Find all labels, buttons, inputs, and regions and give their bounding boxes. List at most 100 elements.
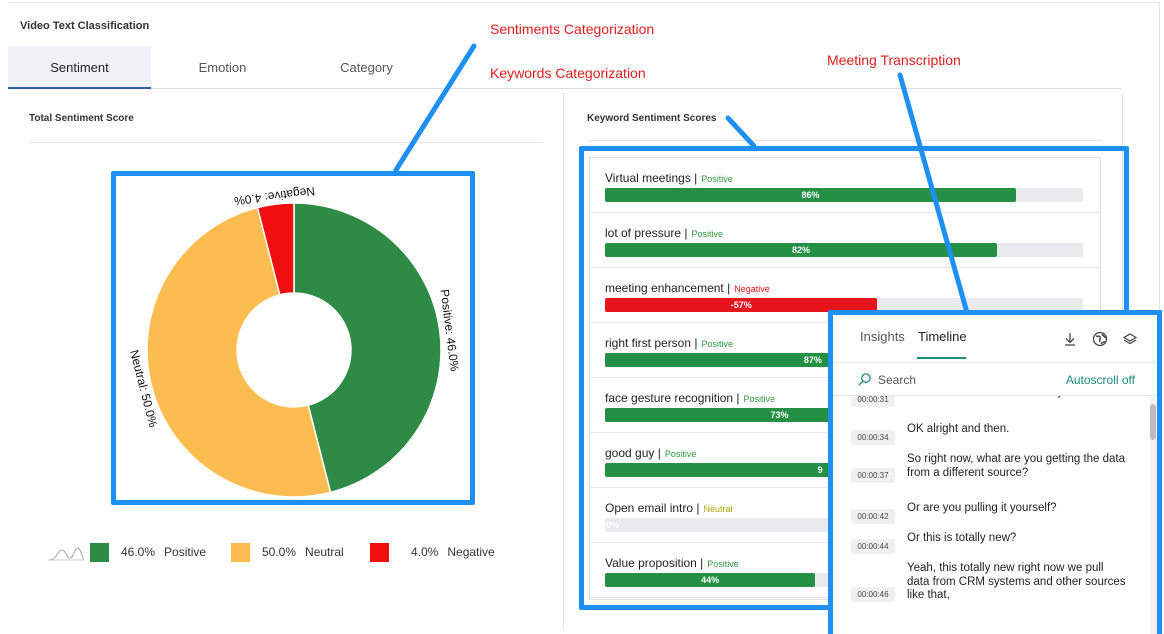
legend-label-negative: Negative (447, 545, 495, 559)
tab-timeline[interactable]: Timeline (918, 329, 967, 344)
right-divider (587, 140, 1102, 141)
scrollbar-thumb[interactable] (1150, 404, 1156, 440)
transcript-text: So right now, what are you getting the d… (907, 453, 1126, 479)
search-placeholder: Search (878, 372, 917, 387)
keyword-score-bar (605, 298, 878, 312)
keyword-name: good guy (605, 446, 655, 460)
transcript-scrollbar[interactable] (1150, 396, 1156, 634)
keyword-score-label: 82% (791, 245, 810, 255)
legend-label-positive: Positive (164, 545, 207, 559)
keyword-score-label: 86% (801, 190, 820, 200)
tab-sentiment[interactable]: Sentiment (8, 46, 151, 89)
tab-emotion[interactable]: Emotion (198, 60, 247, 75)
keyword-sentiment: Neutral (703, 504, 733, 514)
timestamp-badge[interactable]: 00:00:42 (851, 509, 895, 524)
autoscroll-toggle[interactable]: Autoscroll off (1065, 373, 1135, 387)
tab-insights[interactable]: Insights (860, 329, 905, 344)
keyword-name: Value proposition (605, 556, 697, 570)
donut-slice-positive[interactable] (293, 202, 442, 494)
transcript-text: Or this is totally new? (907, 532, 1017, 544)
legend-swatch-positive (90, 542, 109, 562)
donut-slice-negative[interactable] (256, 202, 295, 296)
keyword-name: right first person (605, 336, 692, 350)
transcript-text: OK alright and then. (907, 423, 1010, 435)
globe-icon[interactable] (1092, 331, 1108, 347)
keyword-score-label: 44% (701, 575, 720, 585)
keyword-separator: | (693, 501, 700, 515)
legend-pct-neutral: 50.0% (262, 545, 297, 559)
timestamp-badge[interactable]: 00:00:37 (851, 468, 895, 483)
keyword-score-bar (605, 573, 816, 587)
keyword-score-label: 0% (606, 520, 620, 530)
legend-pct-positive: 46.0% (121, 545, 156, 559)
sparkline-icon (48, 547, 84, 561)
search-divider (833, 395, 1157, 396)
keyword-score-label: -57% (730, 300, 752, 310)
keyword-sentiment: Positive (701, 174, 733, 184)
transcript-lines[interactable]: 00:00:31 Jason and XML format. Yeah yeah.… (833, 396, 1151, 634)
legend-item-neutral[interactable]: 50.0% Neutral (231, 542, 344, 562)
transcript-text: Jason and XML format. Yeah yeah. (907, 396, 1127, 400)
transcript-text: Or are you pulling it yourself? (907, 502, 1057, 514)
keyword-sentiment: Positive (743, 394, 776, 404)
keyword-separator: | (654, 446, 661, 460)
keyword-name: Open email intro (605, 501, 694, 515)
keyword-name: face gesture recognition (605, 391, 734, 405)
legend-swatch-neutral (231, 542, 250, 562)
legend-label-neutral: Neutral (305, 545, 344, 559)
timestamp-badge[interactable]: 00:00:44 (851, 539, 895, 554)
chart-legend: 46.0% Positive 50.0% Neutral 4.0% Negati… (48, 540, 518, 564)
legend-pct-negative: 4.0% (411, 545, 439, 559)
keyword-sentiment: Negative (734, 284, 770, 294)
keyword-score-label: 9 (817, 465, 823, 475)
keyword-sentiment: Positive (707, 559, 739, 569)
keyword-label: Open email intro | Neutral (605, 501, 733, 515)
left-divider (29, 142, 543, 143)
timestamp-badge[interactable]: 00:00:31 (851, 396, 895, 407)
annotation-keywords: Keywords Categorization (490, 65, 646, 81)
transcript-header: Insights Timeline (833, 315, 1157, 363)
keyword-label: lot of pressure | Positive (605, 226, 723, 240)
transcript-panel: Insights Timeline Search Autoscroll off … (828, 310, 1162, 634)
donut-slice-neutral[interactable] (146, 206, 332, 498)
keyword-separator: | (681, 226, 688, 240)
keyword-label: meeting enhancement | Negative (605, 281, 770, 295)
legend-swatch-negative (370, 542, 389, 562)
keyword-separator: | (723, 281, 731, 295)
tab-bar: Sentiment Emotion Category (8, 46, 1122, 89)
keyword-separator: | (696, 556, 704, 570)
download-icon[interactable] (1062, 331, 1078, 347)
keyword-separator: | (733, 391, 740, 405)
total-sentiment-title: Total Sentiment Score (29, 113, 134, 124)
keyword-label: Virtual meetings | Positive (605, 171, 733, 185)
keyword-separator: | (690, 171, 698, 185)
transcript-text: Yeah, this totally new right now we pull… (907, 562, 1126, 601)
keyword-label: good guy | Positive (605, 446, 696, 460)
keyword-label: face gesture recognition | Positive (605, 391, 775, 405)
app-title: Video Text Classification (20, 20, 150, 32)
keyword-label: right first person | Positive (605, 336, 733, 350)
layers-icon[interactable] (1122, 331, 1138, 347)
legend-item-negative[interactable]: 4.0% Negative (370, 542, 495, 562)
legend-item-positive[interactable]: 46.0% Positive (90, 542, 206, 562)
annotation-sentiments: Sentiments Categorization (490, 21, 655, 37)
annotation-transcription: Meeting Transcription (827, 52, 961, 68)
keyword-label: Value proposition | Positive (605, 556, 739, 570)
transcript-search[interactable]: Search (857, 372, 916, 387)
timestamp-badge[interactable]: 00:00:34 (851, 430, 895, 445)
keyword-separator: | (691, 336, 698, 350)
keyword-score-label: 87% (803, 355, 822, 365)
keyword-scores-title: Keyword Sentiment Scores (587, 113, 717, 124)
timestamp-badge[interactable]: 00:00:46 (851, 587, 895, 602)
keyword-sentiment: Positive (664, 449, 697, 459)
annotation-box-sentiment (111, 171, 475, 505)
keyword-name: Virtual meetings (605, 171, 691, 185)
keyword-sentiment: Positive (701, 339, 734, 349)
tab-timeline-indicator (917, 357, 966, 359)
tab-category[interactable]: Category (340, 60, 393, 75)
keyword-score-label: 73% (770, 410, 789, 420)
search-icon (858, 373, 871, 386)
keyword-sentiment: Positive (691, 229, 724, 239)
keyword-name: meeting enhancement (605, 281, 724, 295)
